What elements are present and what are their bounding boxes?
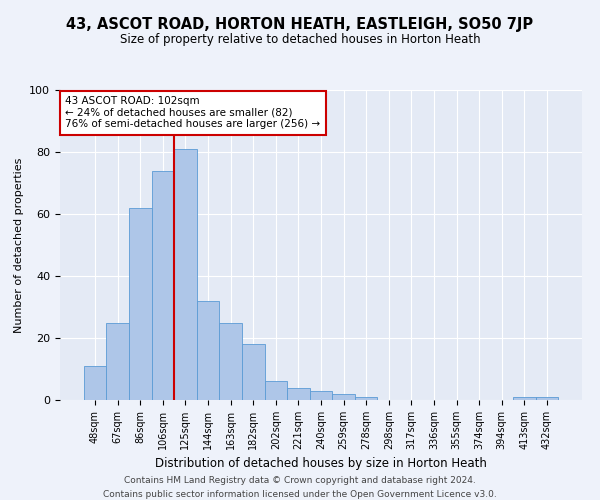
Bar [152, 170, 174, 400]
Bar [287, 388, 310, 400]
Text: 43 ASCOT ROAD: 102sqm
← 24% of detached houses are smaller (82)
76% of semi-deta: 43 ASCOT ROAD: 102sqm ← 24% of detached … [65, 96, 320, 130]
Bar [310, 390, 332, 400]
Bar [242, 344, 265, 400]
Bar [536, 397, 558, 400]
Bar [106, 322, 129, 400]
Y-axis label: Number of detached properties: Number of detached properties [14, 158, 24, 332]
Text: Size of property relative to detached houses in Horton Heath: Size of property relative to detached ho… [119, 32, 481, 46]
Bar [265, 382, 287, 400]
Bar [513, 397, 536, 400]
Bar [332, 394, 355, 400]
Bar [174, 149, 197, 400]
Text: Contains HM Land Registry data © Crown copyright and database right 2024.
Contai: Contains HM Land Registry data © Crown c… [103, 476, 497, 498]
Bar [355, 397, 377, 400]
Bar [220, 322, 242, 400]
Bar [197, 301, 220, 400]
Bar [129, 208, 152, 400]
Bar [84, 366, 106, 400]
X-axis label: Distribution of detached houses by size in Horton Heath: Distribution of detached houses by size … [155, 458, 487, 470]
Text: 43, ASCOT ROAD, HORTON HEATH, EASTLEIGH, SO50 7JP: 43, ASCOT ROAD, HORTON HEATH, EASTLEIGH,… [67, 18, 533, 32]
